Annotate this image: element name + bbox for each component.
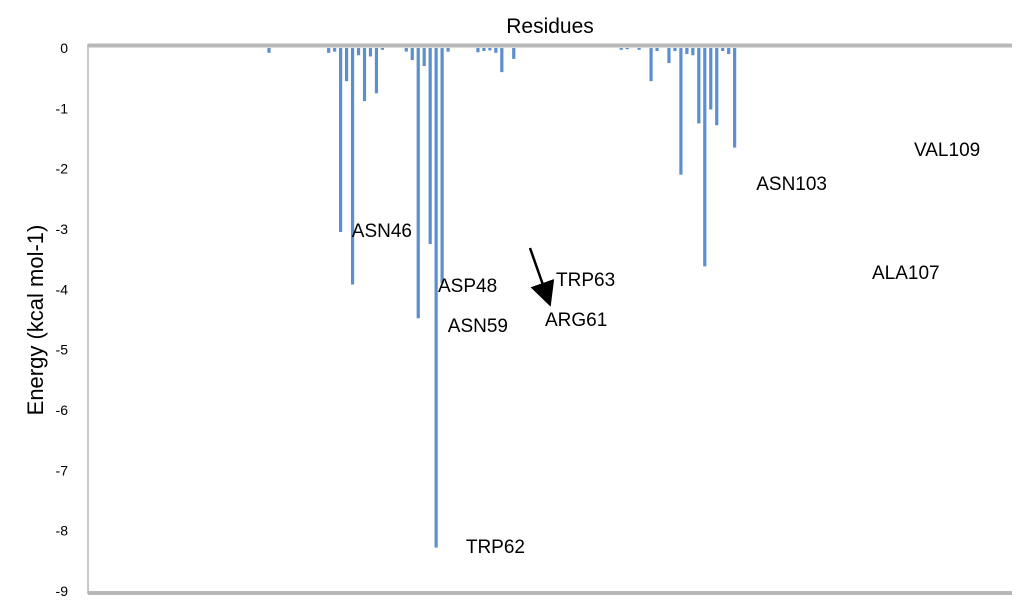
arg61-arrow [528, 247, 555, 307]
bar [368, 48, 373, 57]
bar [715, 48, 719, 126]
bar [344, 48, 349, 82]
bar [619, 48, 623, 50]
bar [482, 48, 486, 52]
bar [512, 48, 516, 59]
bar [327, 48, 331, 53]
residue-label: VAL109 [914, 140, 980, 161]
y-tick-label: 0 [60, 40, 68, 56]
bar [709, 48, 713, 110]
bar [637, 48, 641, 50]
y-ticks: 0 -1 -2 -3 -4 -5 -6 -7 -8 -9 [56, 40, 69, 599]
bar [434, 48, 438, 548]
bar [494, 48, 498, 53]
bar [673, 48, 677, 52]
bar [703, 48, 707, 267]
bar [679, 48, 683, 175]
bar [697, 48, 701, 124]
bar [410, 48, 414, 61]
bar [428, 48, 432, 245]
bar [422, 48, 426, 67]
y-axis-label: Energy (kcal mol-1) [23, 225, 48, 416]
bar [416, 48, 420, 319]
y-tick-label: -7 [56, 462, 69, 478]
residue-label: ASN46 [352, 221, 412, 242]
bar [404, 48, 408, 52]
bar [374, 48, 379, 94]
residue-label: ARG61 [545, 310, 607, 331]
bar [476, 48, 480, 53]
residue-label: TRP62 [466, 537, 525, 558]
y-tick-label: -3 [56, 221, 69, 237]
bar [727, 48, 731, 55]
bar [733, 48, 737, 148]
bar [350, 48, 355, 285]
bar [500, 48, 504, 73]
bar [356, 48, 361, 56]
bar [267, 48, 271, 53]
bar [655, 48, 659, 52]
bars [267, 48, 737, 548]
annotations: ASN46 ASP48 ASN59 TRP62 TRP63 ARG61 ASN103 ALA1… [352, 140, 980, 558]
y-tick-label: -9 [56, 583, 69, 599]
residue-label: ASP48 [438, 276, 497, 297]
bar [362, 48, 367, 102]
chart-title: Residues [506, 15, 594, 38]
y-tick-label: -8 [56, 523, 69, 539]
residue-label: TRP63 [556, 270, 615, 291]
bar [625, 48, 629, 50]
residue-label: ASN59 [448, 316, 508, 337]
bar [339, 48, 343, 233]
bar [685, 48, 689, 55]
y-tick-label: -1 [56, 100, 69, 116]
bar [380, 48, 385, 50]
y-tick-label: -6 [56, 402, 69, 418]
y-tick-label: -2 [56, 161, 69, 177]
bar [333, 48, 337, 52]
residue-label: ASN103 [756, 174, 827, 195]
y-tick-label: -5 [56, 342, 69, 358]
bar [488, 48, 492, 51]
bar [721, 48, 725, 52]
bar [440, 48, 444, 284]
bar [446, 48, 450, 52]
residue-label: ALA107 [872, 263, 940, 284]
bar [667, 48, 671, 64]
bar [691, 48, 695, 56]
bar [649, 48, 653, 82]
y-tick-label: -4 [56, 281, 69, 297]
